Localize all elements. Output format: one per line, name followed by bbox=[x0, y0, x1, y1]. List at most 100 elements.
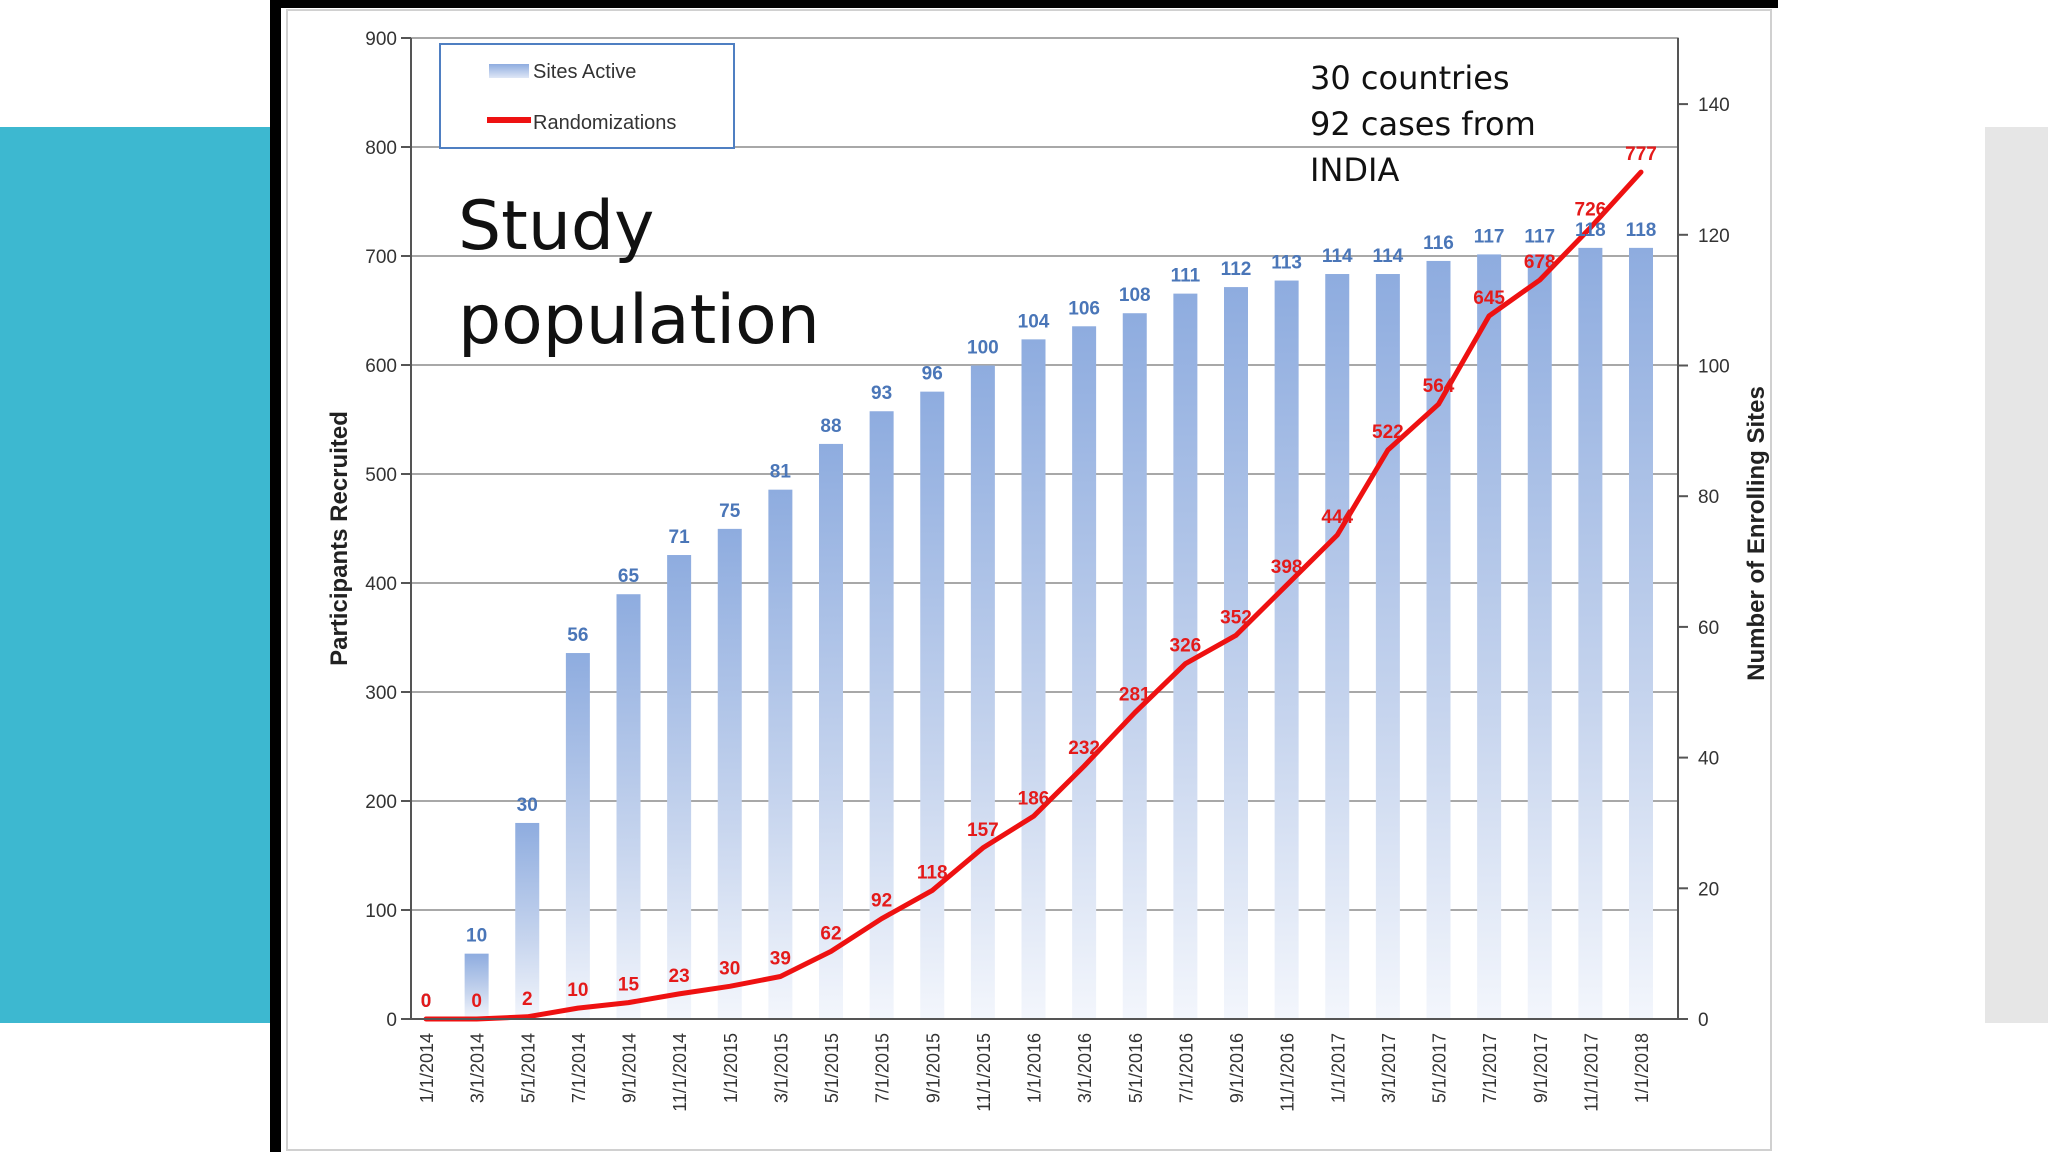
sites-active-bar bbox=[565, 653, 590, 1019]
randomizations-data-label: 10 bbox=[567, 980, 588, 1001]
x-tick-label: 5/1/2015 bbox=[822, 1033, 842, 1103]
sites-active-data-label: 56 bbox=[567, 625, 588, 646]
x-tick-label: 1/1/2015 bbox=[721, 1033, 741, 1103]
left-tick-label: 800 bbox=[365, 138, 397, 159]
sites-active-data-label: 10 bbox=[466, 926, 487, 947]
randomizations-data-label: 645 bbox=[1473, 288, 1505, 309]
randomizations-data-label: 232 bbox=[1068, 738, 1100, 759]
sites-active-data-label: 108 bbox=[1119, 285, 1151, 306]
x-tick-label: 9/1/2016 bbox=[1227, 1033, 1247, 1103]
randomizations-data-label: 92 bbox=[871, 891, 892, 912]
x-tick-label: 3/1/2014 bbox=[468, 1033, 488, 1103]
right-tick-label: 120 bbox=[1698, 226, 1730, 247]
randomizations-data-label: 726 bbox=[1575, 200, 1607, 221]
right-tick-label: 80 bbox=[1698, 487, 1719, 508]
x-tick-label: 9/1/2015 bbox=[923, 1033, 943, 1103]
sites-active-bar bbox=[1274, 280, 1299, 1019]
randomizations-data-label: 39 bbox=[770, 948, 791, 969]
randomizations-data-label: 2 bbox=[522, 989, 533, 1010]
legend-swatch-sites-active bbox=[489, 64, 529, 78]
right-axis-title: Number of Enrolling Sites bbox=[1743, 386, 1770, 681]
sites-active-data-label: 113 bbox=[1271, 253, 1302, 274]
randomizations-data-label: 23 bbox=[669, 966, 690, 987]
sites-active-bar bbox=[1224, 287, 1248, 1020]
sites-active-bar bbox=[717, 528, 742, 1019]
sites-active-data-label: 30 bbox=[517, 795, 538, 816]
sites-active-bar bbox=[869, 411, 894, 1019]
randomizations-data-label: 186 bbox=[1018, 788, 1050, 809]
x-tick-label: 7/1/2016 bbox=[1176, 1033, 1196, 1103]
x-tick-label: 11/1/2014 bbox=[670, 1033, 690, 1112]
left-tick-label: 400 bbox=[365, 574, 397, 595]
sites-active-data-label: 100 bbox=[967, 338, 999, 359]
x-tick-label: 7/1/2014 bbox=[569, 1033, 589, 1103]
sites-active-data-label: 104 bbox=[1018, 311, 1050, 332]
gray-side-panel bbox=[1985, 127, 2048, 1023]
sites-active-data-label: 71 bbox=[669, 527, 691, 548]
sites-active-bar bbox=[1527, 254, 1552, 1019]
sites-active-data-label: 112 bbox=[1221, 259, 1252, 280]
sites-active-data-label: 116 bbox=[1423, 233, 1454, 254]
sites-active-bar bbox=[819, 443, 843, 1019]
x-tick-label: 1/1/2017 bbox=[1328, 1033, 1348, 1103]
right-tick-label: 100 bbox=[1698, 357, 1730, 378]
sites-active-data-label: 111 bbox=[1171, 266, 1201, 287]
x-tick-label: 1/1/2016 bbox=[1025, 1033, 1045, 1103]
right-tick-label: 0 bbox=[1698, 1010, 1709, 1031]
x-tick-label: 5/1/2017 bbox=[1430, 1033, 1450, 1103]
sites-active-bar bbox=[1021, 339, 1046, 1019]
sites-active-data-label: 114 bbox=[1373, 246, 1404, 267]
sites-active-bar bbox=[1173, 293, 1198, 1019]
randomizations-data-label: 326 bbox=[1170, 636, 1202, 657]
chart-frame-left-border bbox=[270, 0, 281, 1152]
slide-title-line-1: Study bbox=[458, 187, 655, 266]
x-tick-label: 3/1/2015 bbox=[771, 1033, 791, 1103]
x-tick-label: 5/1/2016 bbox=[1126, 1033, 1146, 1103]
randomizations-data-label: 281 bbox=[1119, 685, 1151, 706]
left-tick-label: 200 bbox=[365, 792, 397, 813]
sites-active-data-label: 117 bbox=[1474, 226, 1505, 247]
left-tick-label: 100 bbox=[365, 901, 397, 922]
legend-label-randomizations: Randomizations bbox=[533, 112, 676, 134]
x-tick-label: 5/1/2014 bbox=[518, 1033, 538, 1103]
sites-active-data-label: 0 bbox=[421, 991, 432, 1012]
x-tick-label: 11/1/2015 bbox=[974, 1033, 994, 1112]
sites-active-data-label: 81 bbox=[770, 462, 792, 483]
x-tick-label: 9/1/2017 bbox=[1531, 1033, 1551, 1103]
note-line-3: INDIA bbox=[1310, 151, 1400, 189]
chart-frame-top-border bbox=[270, 0, 1778, 8]
randomizations-data-label: 522 bbox=[1372, 422, 1404, 443]
slide-title: Study population bbox=[458, 180, 918, 368]
countries-note: 30 countries 92 cases from INDIA bbox=[1310, 55, 1610, 193]
randomizations-data-label: 0 bbox=[421, 991, 432, 1012]
x-tick-label: 9/1/2014 bbox=[620, 1033, 640, 1103]
randomizations-data-label: 30 bbox=[719, 958, 740, 979]
right-tick-label: 20 bbox=[1698, 879, 1719, 900]
sites-active-bar bbox=[1375, 274, 1400, 1019]
sites-active-data-label: 117 bbox=[1524, 226, 1555, 247]
right-tick-label: 140 bbox=[1698, 95, 1730, 116]
sites-active-bar bbox=[616, 594, 641, 1019]
x-tick-label: 3/1/2016 bbox=[1075, 1033, 1095, 1103]
x-tick-label: 7/1/2017 bbox=[1480, 1033, 1500, 1103]
sites-active-data-label: 114 bbox=[1322, 246, 1353, 267]
x-tick-label: 7/1/2015 bbox=[873, 1033, 893, 1103]
sites-active-data-label: 118 bbox=[1626, 220, 1657, 241]
chart-outer-border bbox=[286, 9, 1772, 1151]
left-tick-label: 900 bbox=[365, 29, 397, 50]
left-tick-label: 500 bbox=[365, 465, 397, 486]
randomizations-data-label: 157 bbox=[967, 820, 999, 841]
randomizations-data-label: 678 bbox=[1524, 252, 1556, 273]
sites-active-bar bbox=[1578, 247, 1603, 1019]
x-tick-label: 11/1/2017 bbox=[1581, 1033, 1601, 1112]
randomizations-data-label: 352 bbox=[1220, 607, 1252, 628]
left-axis-title: Participants Recruited bbox=[326, 411, 353, 666]
sites-active-data-label: 106 bbox=[1068, 298, 1100, 319]
randomizations-data-label: 118 bbox=[917, 862, 948, 883]
sites-active-data-label: 96 bbox=[922, 364, 943, 385]
left-tick-label: 600 bbox=[365, 356, 397, 377]
randomizations-data-label: 0 bbox=[471, 991, 482, 1012]
sites-active-bar bbox=[515, 822, 540, 1019]
randomizations-data-label: 62 bbox=[820, 923, 841, 944]
